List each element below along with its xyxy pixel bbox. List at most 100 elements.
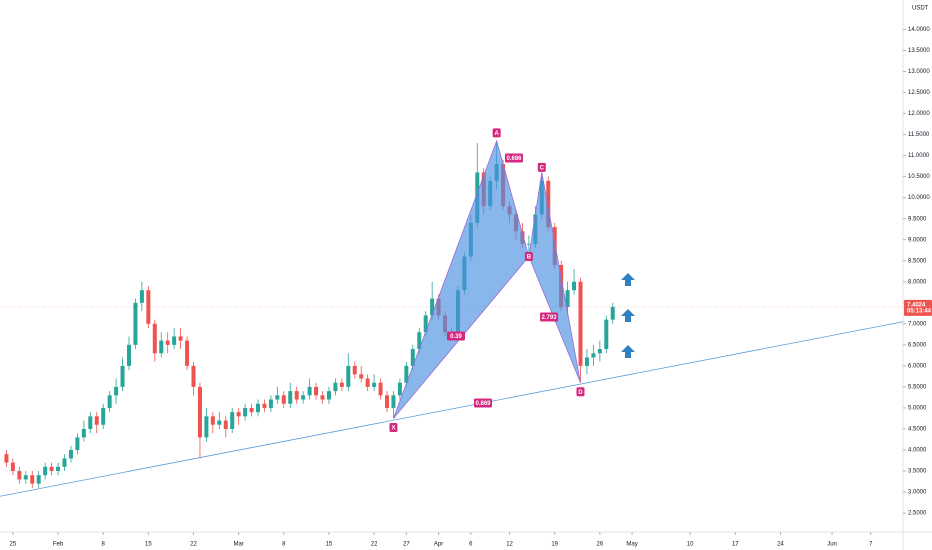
x-tick-label: May: [626, 542, 637, 548]
candle-body: [223, 420, 228, 429]
candle-body: [578, 281, 583, 366]
candle-body: [268, 399, 273, 408]
candle-body: [584, 357, 589, 366]
candle-body: [230, 412, 235, 429]
x-tick-label: 7: [869, 542, 873, 548]
pattern-label-box: [474, 398, 492, 408]
candle-body: [17, 471, 22, 480]
currency-label: USDT: [912, 6, 929, 12]
pattern-label-box: [540, 312, 558, 322]
x-tick-label: Apr: [434, 542, 443, 548]
candle-body: [133, 302, 138, 345]
candle-body: [372, 382, 377, 387]
candle-body: [339, 382, 344, 387]
countdown: 05:13:44: [907, 308, 932, 314]
candle-body: [191, 365, 196, 387]
pattern-label: D: [576, 387, 585, 397]
candle-body: [391, 395, 396, 408]
y-tick-label: 12.5000: [908, 90, 930, 96]
candle-body: [139, 290, 144, 303]
x-tick-label: Jun: [827, 542, 837, 548]
y-tick-label: 7.0000: [908, 321, 927, 327]
pattern-label-text: 0.686: [506, 156, 522, 162]
pattern-label-text: B: [527, 255, 532, 261]
y-tick-label: 5.0000: [908, 406, 927, 412]
y-tick-label: 13.0000: [908, 69, 930, 75]
candle-body: [23, 475, 28, 480]
last-price-box: [904, 299, 932, 316]
up-arrow: [621, 309, 635, 322]
arrows: [621, 273, 635, 358]
candle-body: [288, 391, 293, 404]
pattern-label-box: [447, 331, 465, 341]
candle-body: [159, 340, 164, 354]
pattern-label: A: [492, 128, 501, 138]
pattern-label-box: [524, 252, 533, 262]
candle-body: [604, 319, 609, 350]
y-tick-label: 10.0000: [908, 195, 930, 201]
candle-body: [365, 378, 370, 387]
pattern-label-box: [537, 162, 546, 172]
y-tick-label: 11.5000: [908, 132, 930, 138]
candle-body: [281, 395, 286, 404]
y-tick-label: 13.5000: [908, 48, 930, 54]
candle-body: [397, 382, 402, 396]
pattern-label: 0.686: [505, 153, 523, 163]
y-tick-label: 11.0000: [908, 153, 930, 159]
pattern-label-text: X: [391, 426, 395, 432]
candle-body: [352, 365, 357, 375]
x-tick-label: 27: [403, 542, 410, 548]
y-tick-label: 6.5000: [908, 342, 927, 348]
y-tick-label: 4.5000: [908, 427, 927, 433]
candle-body: [62, 458, 67, 467]
candle-body: [146, 290, 151, 324]
candle-body: [217, 420, 222, 425]
candle-body: [49, 466, 54, 472]
candle-body: [88, 416, 93, 429]
pattern-label-box: [576, 387, 585, 397]
candle-body: [236, 412, 241, 417]
x-tick-label: 8: [102, 542, 106, 548]
candle-body: [210, 416, 215, 425]
candle-body: [385, 395, 389, 408]
y-tick-label: 14.0000: [908, 27, 930, 33]
candle-body: [172, 336, 177, 345]
x-tick-label: 17: [732, 542, 739, 548]
pattern-label-box: [389, 422, 398, 432]
candle-body: [314, 386, 319, 396]
pattern-label-box: [492, 128, 501, 138]
y-tick-label: 9.5000: [908, 216, 927, 222]
candle-body: [423, 315, 428, 333]
pattern-label-text: 2.793: [541, 315, 557, 321]
candle-body: [75, 437, 80, 450]
candle-body: [178, 336, 183, 341]
pattern-label-text: 0.39: [450, 334, 462, 340]
pattern-label: B: [524, 252, 533, 262]
candle-body: [565, 290, 570, 308]
candle-body: [294, 391, 299, 400]
candle-body: [526, 243, 531, 245]
candle-body: [610, 306, 615, 320]
x-tick-label: 15: [145, 542, 152, 548]
candle-body: [410, 349, 415, 366]
candle-body: [378, 382, 383, 396]
y-tick-label: 6.0000: [908, 363, 927, 369]
candle-body: [101, 407, 106, 425]
candle-body: [185, 340, 190, 366]
y-tick-label: 4.0000: [908, 448, 927, 454]
candle-body: [359, 374, 364, 379]
x-tick-label: 22: [190, 542, 197, 548]
candle-body: [256, 403, 260, 413]
candle-body: [114, 386, 119, 396]
candle-body: [301, 395, 306, 400]
x-tick-label: 22: [371, 542, 378, 548]
candle-body: [417, 332, 422, 350]
candle-body: [591, 353, 596, 358]
candle-body: [81, 428, 86, 438]
x-tick-label: Feb: [53, 542, 64, 548]
candle-body: [120, 365, 125, 387]
candle-body: [56, 466, 61, 472]
candle-body: [94, 416, 99, 425]
